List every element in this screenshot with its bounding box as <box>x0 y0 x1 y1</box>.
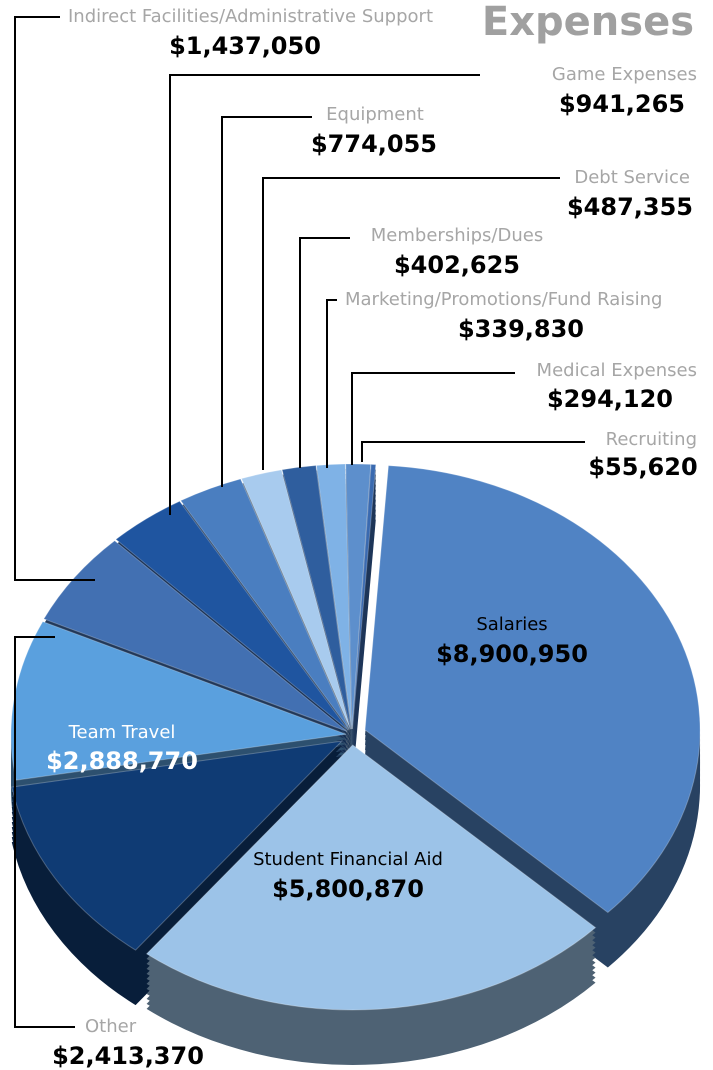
slice-side <box>352 499 376 765</box>
slice-value: $402,625 <box>394 251 520 279</box>
slice-value: $487,355 <box>567 193 693 221</box>
leader-line <box>326 299 337 468</box>
slice-name: Medical Expenses <box>537 360 697 381</box>
slice-side <box>352 479 376 745</box>
slice-value: $941,265 <box>559 90 685 118</box>
leader-line <box>14 636 75 1028</box>
leader-line <box>351 372 515 465</box>
slice-side <box>352 504 376 770</box>
slice <box>315 463 353 730</box>
slice-name: Recruiting <box>606 429 697 450</box>
leader-line <box>299 237 350 468</box>
slice-side <box>352 519 376 785</box>
slice-value: $774,055 <box>311 130 437 158</box>
slice-side <box>352 514 376 780</box>
leader-line <box>221 116 312 487</box>
slice-name: Indirect Facilities/Administrative Suppo… <box>68 6 433 27</box>
slice-value: $339,830 <box>458 315 584 343</box>
slice-value: $2,413,370 <box>52 1042 204 1070</box>
slice-side <box>352 494 376 760</box>
slice-name: Memberships/Dues <box>371 225 543 246</box>
slice-name: Other <box>85 1016 137 1037</box>
slice-side <box>352 509 376 775</box>
slice <box>145 744 597 1011</box>
slice <box>364 465 701 914</box>
slice-name: Debt Service <box>574 167 690 188</box>
slice <box>240 469 351 730</box>
slice-name: Game Expenses <box>552 64 697 85</box>
slice <box>281 464 352 730</box>
slice-value: $55,620 <box>588 453 697 481</box>
slice <box>115 500 349 731</box>
slice <box>180 478 350 730</box>
slice-name: Salaries <box>476 614 547 635</box>
slice <box>10 620 347 781</box>
leader-line <box>262 177 560 470</box>
slice-side <box>352 474 376 740</box>
slice-name: Equipment <box>326 104 424 125</box>
leader-line <box>169 74 480 515</box>
slice-value: $294,120 <box>547 385 673 413</box>
slice <box>351 463 377 730</box>
slice-value: $2,888,770 <box>46 747 198 775</box>
slice-side <box>352 484 376 750</box>
slice <box>11 740 344 951</box>
slice-side <box>352 489 376 755</box>
slice-name: Marketing/Promotions/Fund Raising <box>345 289 663 310</box>
leader-line <box>14 16 95 581</box>
slice <box>43 540 348 732</box>
slice-value: $8,900,950 <box>436 640 588 668</box>
slice-side <box>352 469 376 735</box>
slice-value: $1,437,050 <box>169 32 321 60</box>
slice <box>345 463 372 730</box>
leader-line <box>361 441 585 462</box>
slice-name: Team Travel <box>68 722 176 743</box>
chart-title: Expenses <box>482 0 694 45</box>
slice-name: Student Financial Aid <box>253 849 443 870</box>
slice-value: $5,800,870 <box>272 875 424 903</box>
